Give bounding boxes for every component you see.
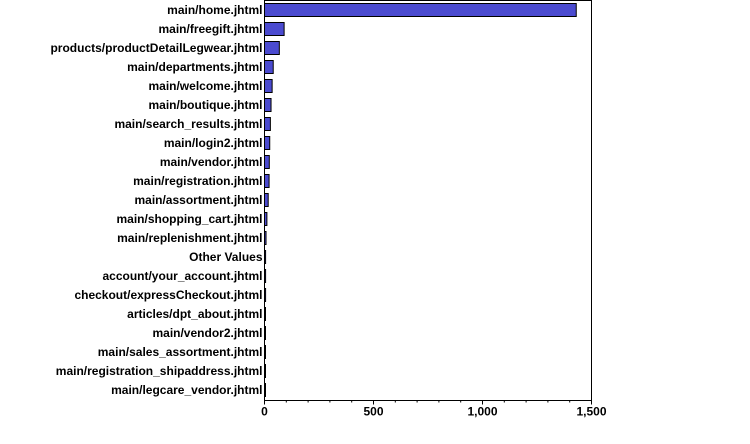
bar	[264, 326, 266, 340]
category-label: main/freegift.jhtml	[158, 22, 262, 36]
bar	[264, 193, 269, 207]
bar	[264, 117, 271, 131]
bar	[264, 174, 270, 188]
bar	[264, 383, 266, 397]
bar	[264, 212, 268, 226]
bar	[264, 98, 272, 112]
bar	[264, 41, 280, 55]
bar	[264, 250, 267, 264]
category-label: main/registration.jhtml	[133, 174, 262, 188]
bar	[264, 3, 577, 17]
bar	[264, 60, 274, 74]
category-label: main/assortment.jhtml	[134, 193, 262, 207]
x-tick-label: 1,500	[576, 405, 606, 419]
category-label: main/home.jhtml	[167, 3, 262, 17]
category-label: main/boutique.jhtml	[149, 98, 263, 112]
category-label: Other Values	[189, 250, 263, 264]
category-label: main/search_results.jhtml	[114, 117, 262, 131]
bar	[264, 79, 273, 93]
category-label: main/login2.jhtml	[164, 136, 263, 150]
category-label: checkout/expressCheckout.jhtml	[74, 288, 262, 302]
bar	[264, 155, 270, 169]
bar	[264, 269, 267, 283]
bars-group	[264, 3, 577, 397]
category-label: main/welcome.jhtml	[148, 79, 262, 93]
bar	[264, 231, 267, 245]
bar	[264, 307, 266, 321]
category-label: articles/dpt_about.jhtml	[127, 307, 262, 321]
bar	[264, 364, 266, 378]
x-tick-label: 1,000	[467, 405, 497, 419]
category-label: products/productDetailLegwear.jhtml	[50, 41, 262, 55]
category-label: main/vendor2.jhtml	[152, 326, 262, 340]
category-label: main/shopping_cart.jhtml	[116, 212, 262, 226]
x-axis: 0 500 1,000 1,500	[261, 400, 607, 419]
bar	[264, 288, 267, 302]
plot-frame	[264, 0, 592, 401]
category-label: main/registration_shipaddress.jhtml	[56, 364, 263, 378]
bar	[264, 345, 266, 359]
x-tick-label: 0	[261, 405, 268, 419]
bar	[264, 22, 285, 36]
x-tick-label: 500	[363, 405, 383, 419]
category-label: main/departments.jhtml	[127, 60, 262, 74]
category-label: account/your_account.jhtml	[102, 269, 262, 283]
category-label: main/sales_assortment.jhtml	[98, 345, 263, 359]
bar	[264, 136, 271, 150]
category-label: main/replenishment.jhtml	[117, 231, 262, 245]
category-label: main/legcare_vendor.jhtml	[111, 383, 262, 397]
category-label: main/vendor.jhtml	[160, 155, 263, 169]
category-labels-group: main/home.jhtml main/freegift.jhtml produc…	[50, 3, 262, 397]
